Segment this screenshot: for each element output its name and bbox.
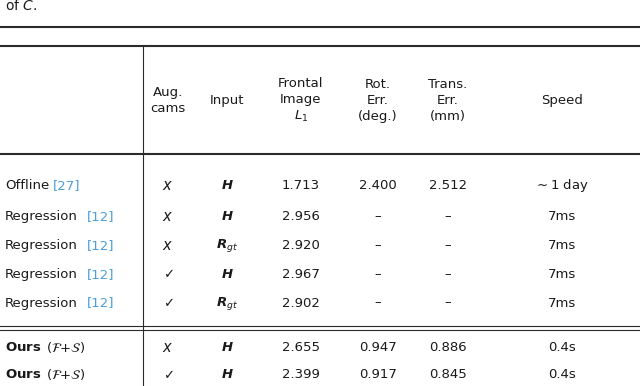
Text: $\boldsymbol{H}$: $\boldsymbol{H}$ [221, 368, 234, 381]
Text: Rot.
Err.
(deg.): Rot. Err. (deg.) [358, 78, 397, 123]
Text: 0.4s: 0.4s [548, 368, 575, 381]
Text: –: – [445, 296, 451, 310]
Text: $\boldsymbol{H}$: $\boldsymbol{H}$ [221, 179, 234, 192]
Text: $\mathbf{Ours}$: $\mathbf{Ours}$ [5, 341, 42, 354]
Text: $\boldsymbol{H}$: $\boldsymbol{H}$ [221, 267, 234, 281]
Text: 7ms: 7ms [547, 210, 576, 223]
Text: $\boldsymbol{R}_{gt}$: $\boldsymbol{R}_{gt}$ [216, 237, 238, 254]
Text: $(\mathcal{F}$+$\mathcal{S})$: $(\mathcal{F}$+$\mathcal{S})$ [46, 367, 85, 382]
Text: $\sim$1 day: $\sim$1 day [534, 177, 589, 194]
Text: $\checkmark$: $\checkmark$ [163, 296, 173, 310]
Text: 0.917: 0.917 [358, 368, 397, 381]
Text: $\boldsymbol{H}$: $\boldsymbol{H}$ [221, 210, 234, 223]
Text: [12]: [12] [86, 267, 114, 281]
Text: Speed: Speed [541, 94, 582, 107]
Text: 2.400: 2.400 [359, 179, 396, 192]
Text: –: – [445, 210, 451, 223]
Text: 7ms: 7ms [547, 267, 576, 281]
Text: Aug.
cams: Aug. cams [150, 86, 186, 115]
Text: 7ms: 7ms [547, 239, 576, 252]
Text: 2.512: 2.512 [429, 179, 467, 192]
Text: Regression: Regression [5, 210, 78, 223]
Text: [12]: [12] [86, 296, 114, 310]
Text: 2.655: 2.655 [282, 341, 320, 354]
Text: [27]: [27] [52, 179, 80, 192]
Text: Offline: Offline [5, 179, 49, 192]
Text: Frontal
Image
$L_1$: Frontal Image $L_1$ [278, 77, 324, 124]
Text: $(\mathcal{F}$+$\mathcal{S})$: $(\mathcal{F}$+$\mathcal{S})$ [46, 340, 85, 355]
Text: 2.902: 2.902 [282, 296, 320, 310]
Text: 0.845: 0.845 [429, 368, 467, 381]
Text: Regression: Regression [5, 267, 78, 281]
Text: –: – [445, 239, 451, 252]
Text: $\boldsymbol{R}_{gt}$: $\boldsymbol{R}_{gt}$ [216, 295, 238, 312]
Text: $\checkmark$: $\checkmark$ [163, 368, 173, 381]
Text: Trans.
Err.
(mm): Trans. Err. (mm) [428, 78, 468, 123]
Text: $\mathbf{Ours}$: $\mathbf{Ours}$ [5, 368, 42, 381]
Text: $\boldsymbol{\mathit{x}}$: $\boldsymbol{\mathit{x}}$ [163, 178, 173, 193]
Text: [12]: [12] [86, 239, 114, 252]
Text: $\checkmark$: $\checkmark$ [163, 267, 173, 281]
Text: 1.713: 1.713 [282, 179, 320, 192]
Text: 2.967: 2.967 [282, 267, 320, 281]
Text: –: – [374, 296, 381, 310]
Text: –: – [374, 239, 381, 252]
Text: 2.399: 2.399 [282, 368, 320, 381]
Text: $\boldsymbol{\mathit{x}}$: $\boldsymbol{\mathit{x}}$ [163, 209, 173, 223]
Text: of $C$.: of $C$. [5, 0, 38, 13]
Text: $\boldsymbol{\mathit{x}}$: $\boldsymbol{\mathit{x}}$ [163, 238, 173, 252]
Text: Input: Input [210, 94, 244, 107]
Text: –: – [445, 267, 451, 281]
Text: $\boldsymbol{H}$: $\boldsymbol{H}$ [221, 341, 234, 354]
Text: $\boldsymbol{\mathit{x}}$: $\boldsymbol{\mathit{x}}$ [163, 340, 173, 355]
Text: [12]: [12] [86, 210, 114, 223]
Text: 7ms: 7ms [547, 296, 576, 310]
Text: Regression: Regression [5, 296, 78, 310]
Text: Regression: Regression [5, 239, 78, 252]
Text: 0.4s: 0.4s [548, 341, 575, 354]
Text: 2.956: 2.956 [282, 210, 320, 223]
Text: 0.886: 0.886 [429, 341, 467, 354]
Text: –: – [374, 267, 381, 281]
Text: –: – [374, 210, 381, 223]
Text: 0.947: 0.947 [359, 341, 396, 354]
Text: 2.920: 2.920 [282, 239, 320, 252]
